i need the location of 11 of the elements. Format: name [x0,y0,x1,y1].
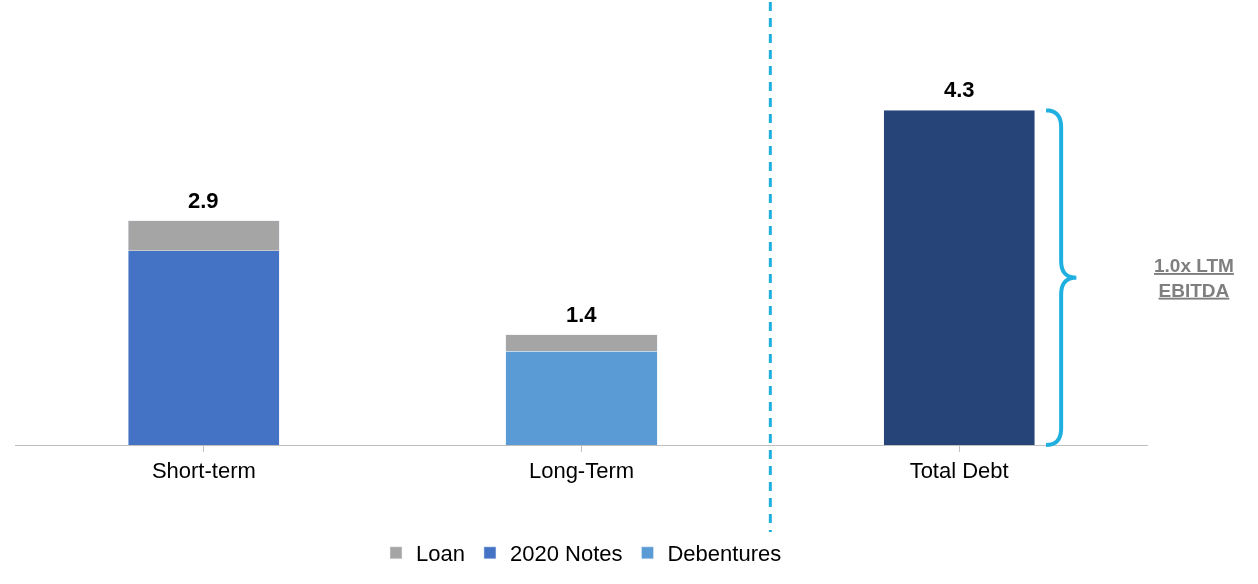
annotation: 4.3 [944,77,975,102]
text: 1.0x LTM EBITDA [1154,255,1234,301]
x-tick-label: Short-term [151,458,256,484]
x-tick-label: Long-Term [528,458,635,484]
legend-label: 2020 Notes [509,541,623,567]
legend-label: Debentures [667,541,782,567]
legend-label: Loan [416,541,465,567]
annotation: 1.4 [566,302,598,327]
bar [883,110,1035,445]
x-tick-label: Total Debt [909,458,1009,484]
annotation: 2.9 [188,188,219,213]
